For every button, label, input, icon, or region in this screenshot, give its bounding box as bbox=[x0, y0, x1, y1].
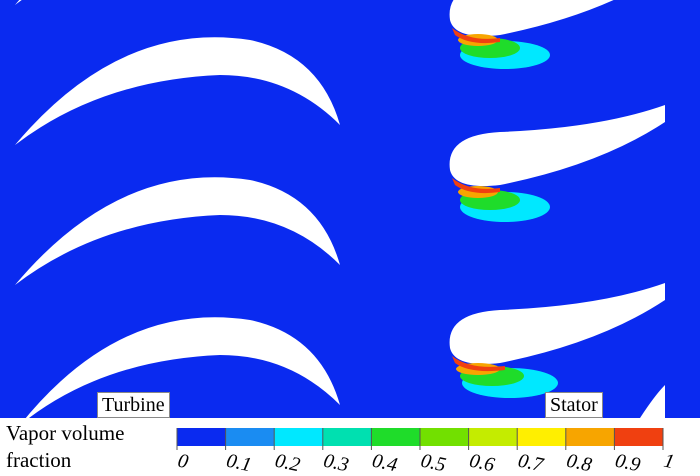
colorbar-tick-label: 1 bbox=[662, 450, 676, 474]
colorbar-tick-label: 0.8 bbox=[565, 450, 594, 476]
colorbar-segment bbox=[614, 428, 663, 446]
colorbar-tick-label: 0.9 bbox=[613, 450, 642, 476]
stator-blades bbox=[449, 0, 665, 418]
colorbar-tick-label: 0.4 bbox=[370, 450, 399, 476]
colorbar-segment bbox=[225, 428, 275, 446]
colorbar-segment bbox=[565, 428, 615, 446]
colorbar-tick-label: 0.1 bbox=[224, 450, 253, 476]
turbine-label: Turbine bbox=[97, 392, 170, 418]
colorbar-segment bbox=[322, 428, 372, 446]
colorbar-segment bbox=[274, 428, 323, 446]
colorbar-tick-label: 0.7 bbox=[516, 450, 546, 476]
stator-label: Stator bbox=[545, 392, 603, 418]
colorbar-tick-label: 0.5 bbox=[419, 450, 448, 476]
colorbar-segment bbox=[177, 428, 226, 446]
colorbar: 0 0.1 0.2 0.3 0.4 0.5 0.6 0.7 0.8 0.9 1 bbox=[176, 428, 676, 476]
colorbar-tick-label: 0.2 bbox=[273, 450, 302, 476]
colorbar-segment bbox=[420, 428, 469, 446]
colorbar-tick-label: 0 bbox=[176, 450, 190, 474]
colorbar-tick-label: 0.3 bbox=[322, 450, 351, 476]
colorbar-title: Vapor volume fraction bbox=[6, 421, 125, 472]
colorbar-segment bbox=[468, 428, 518, 446]
colorbar-tick-label: 0.6 bbox=[467, 450, 496, 476]
colorbar-segment bbox=[371, 428, 420, 446]
turbine-blades bbox=[15, 0, 340, 425]
colorbar-segment bbox=[517, 428, 566, 446]
